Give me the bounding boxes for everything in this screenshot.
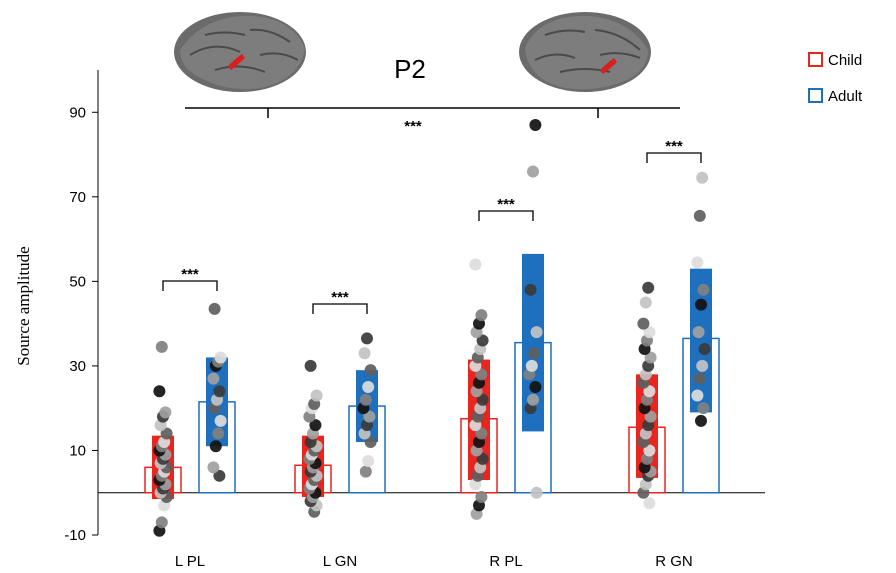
adult-data-point xyxy=(207,461,220,474)
overall-significance-stars: *** xyxy=(404,118,422,135)
chart-title: P2 xyxy=(394,54,426,84)
y-tick-label: 10 xyxy=(69,442,86,459)
adult-data-point xyxy=(213,385,226,398)
pairwise-bracket xyxy=(162,280,218,291)
child-data-point xyxy=(643,385,656,398)
legend: Child Adult xyxy=(808,52,863,105)
adult-data-point xyxy=(697,283,710,296)
left-hemisphere-brain-image xyxy=(174,12,306,92)
adult-data-point xyxy=(358,347,371,360)
child-data-point xyxy=(155,340,168,353)
adult-data-point xyxy=(359,465,372,478)
adult-data-point xyxy=(208,302,221,315)
adult-data-point xyxy=(524,283,537,296)
child-data-point xyxy=(304,359,317,372)
adult-data-point xyxy=(527,165,539,178)
child-data-point xyxy=(476,452,489,465)
y-axis-label: Source amplitude xyxy=(14,246,33,365)
adult-data-point xyxy=(695,414,707,427)
adult-data-point xyxy=(361,332,373,345)
child-data-point xyxy=(644,410,657,423)
adult-data-point xyxy=(527,393,539,406)
child-data-point xyxy=(637,317,650,330)
adult-data-point xyxy=(692,326,705,339)
child-data-point xyxy=(475,368,488,381)
child-data-point xyxy=(155,516,168,529)
child-data-point xyxy=(475,490,488,503)
significance-annotations: *** *** *** *** *** xyxy=(162,107,702,314)
adult-data-point xyxy=(362,455,375,468)
x-tick-label: R GN xyxy=(655,553,693,570)
child-data-point xyxy=(642,281,655,294)
pairwise-significance-stars: *** xyxy=(331,289,349,306)
legend-adult-label: Adult xyxy=(828,88,863,105)
adult-data-point xyxy=(529,381,542,394)
child-data-point xyxy=(644,351,657,364)
pairwise-significance-stars: *** xyxy=(497,196,515,213)
y-tick-label: 30 xyxy=(69,358,86,375)
adult-data-point xyxy=(698,343,711,355)
adult-data-point xyxy=(696,171,709,184)
adult-data-point xyxy=(530,486,543,499)
child-data-point xyxy=(469,258,482,271)
y-tick-label: -10 xyxy=(64,527,86,544)
adult-data-point xyxy=(691,389,704,402)
x-tick-label: L PL xyxy=(175,553,205,570)
adult-data-point xyxy=(693,209,706,222)
adult-data-point xyxy=(528,347,541,360)
y-tick-label: 70 xyxy=(69,189,86,206)
adult-data-point xyxy=(525,359,538,372)
child-data-point xyxy=(476,393,489,406)
adult-data-point xyxy=(530,326,543,339)
pairwise-bracket xyxy=(478,210,534,221)
y-tick-label: 50 xyxy=(69,273,86,290)
adult-data-point xyxy=(212,427,225,440)
pairwise-significance-stars: *** xyxy=(181,266,199,283)
pairwise-bracket xyxy=(646,152,702,163)
child-data-point xyxy=(643,497,656,510)
adult-data-point xyxy=(359,393,372,406)
child-data-point xyxy=(643,444,656,457)
adult-data-point xyxy=(364,364,377,377)
legend-adult-swatch xyxy=(808,88,823,103)
legend-child-swatch xyxy=(808,52,823,67)
child-data-point xyxy=(475,309,488,322)
adult-data-point xyxy=(214,351,227,364)
child-data-point xyxy=(160,427,173,440)
adult-data-point xyxy=(691,256,704,269)
child-data-point xyxy=(476,334,489,347)
pairwise-significance-stars: *** xyxy=(665,138,683,155)
child-data-point xyxy=(639,296,652,309)
adult-data-point xyxy=(529,118,542,131)
adult-data-point xyxy=(697,402,710,415)
adult-data-point xyxy=(696,359,709,372)
adult-data-point xyxy=(364,436,377,448)
child-data-point xyxy=(310,389,323,402)
adult-data-point xyxy=(362,381,375,394)
child-data-point xyxy=(643,326,656,339)
adult-data-point xyxy=(214,414,227,427)
child-data-point xyxy=(475,427,488,440)
child-data-point xyxy=(159,406,172,419)
child-data-point xyxy=(309,419,322,432)
child-data-point xyxy=(153,385,166,398)
adult-data-point xyxy=(693,372,706,385)
adult-data-point xyxy=(209,440,222,453)
marks xyxy=(144,118,720,537)
x-tick-label: L GN xyxy=(323,553,357,570)
y-tick-label: 90 xyxy=(69,104,86,121)
x-tick-label: R PL xyxy=(489,553,522,570)
adult-data-point xyxy=(695,298,707,311)
right-hemisphere-brain-image xyxy=(519,12,651,92)
legend-child-label: Child xyxy=(828,52,862,69)
adult-data-point xyxy=(363,410,376,423)
adult-data-point xyxy=(213,469,226,482)
pairwise-bracket xyxy=(312,303,368,314)
adult-data-point xyxy=(207,372,220,385)
